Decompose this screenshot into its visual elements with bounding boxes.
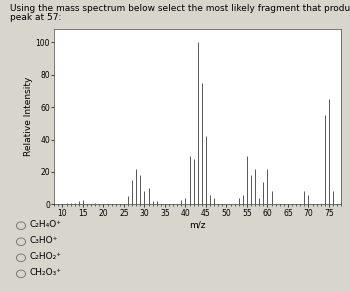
Text: C₂H₄O⁺: C₂H₄O⁺ — [30, 220, 62, 229]
Y-axis label: Relative Intensity: Relative Intensity — [24, 77, 33, 157]
Text: Using the mass spectrum below select the most likely fragment that produces the: Using the mass spectrum below select the… — [10, 4, 350, 13]
Text: C₃HO⁺: C₃HO⁺ — [30, 236, 58, 245]
Text: C₂HO₂⁺: C₂HO₂⁺ — [30, 252, 62, 261]
Text: peak at 57:: peak at 57: — [10, 13, 62, 22]
X-axis label: m/z: m/z — [189, 220, 206, 229]
Text: CH₂O₃⁺: CH₂O₃⁺ — [30, 268, 62, 277]
